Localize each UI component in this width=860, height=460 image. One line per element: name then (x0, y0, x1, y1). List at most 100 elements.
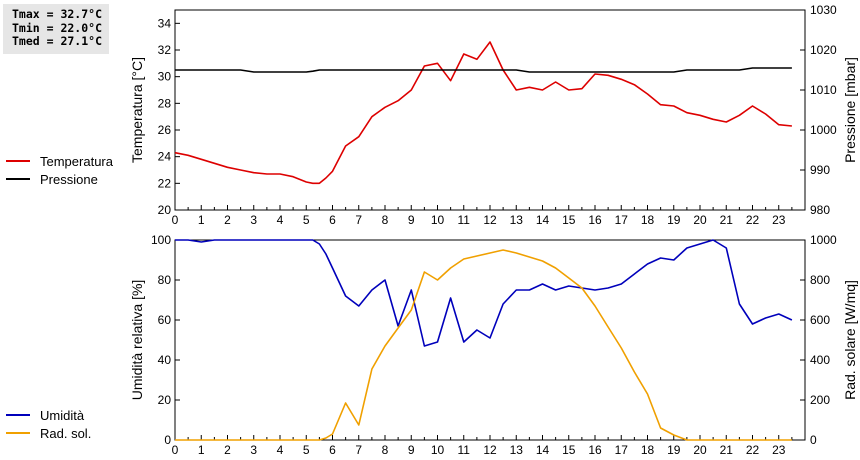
bottom-x-tick-label: 10 (431, 443, 445, 457)
top-x-tick-label: 17 (615, 213, 629, 227)
bottom-y-axis-title: Umidità relativa [%] (129, 280, 145, 401)
bottom-x-tick-label: 15 (562, 443, 576, 457)
top-plot-frame (174, 9, 806, 211)
top-x-tick-label: 19 (667, 213, 681, 227)
bottom-x-tick-label: 21 (720, 443, 734, 457)
bottom-y-tick-label: 100 (151, 233, 171, 247)
bottom-y2-axis-title: Rad. solare [W/mq] (842, 280, 858, 400)
bottom-y2-tick-label: 800 (810, 273, 830, 287)
bottom-y2-tick-label: 1000 (810, 233, 837, 247)
bottom-y2-tick-label: 200 (810, 393, 830, 407)
bottom-x-tick-label: 23 (772, 443, 786, 457)
legend-label-humidity: Umidità (40, 407, 85, 423)
top-y-axis-title: Temperatura [°C] (129, 57, 145, 163)
bottom-x-tick-label: 18 (641, 443, 655, 457)
top-x-tick-label: 9 (408, 213, 415, 227)
top-x-tick-label: 7 (355, 213, 362, 227)
top-x-tick-label: 4 (277, 213, 284, 227)
legend-swatch-temperature (6, 160, 30, 162)
top-y2-tick-label: 980 (810, 203, 830, 217)
bottom-x-tick-label: 9 (408, 443, 415, 457)
top-y2-axis-title: Pressione [mbar] (842, 57, 858, 163)
top-y-tick-label: 22 (158, 176, 172, 190)
bottom-x-tick-label: 14 (536, 443, 550, 457)
top-y2-tick-label: 1030 (810, 3, 837, 17)
top-y2-tick-label: 1020 (810, 43, 837, 57)
top-x-tick-label: 0 (172, 213, 179, 227)
legend-label-radiation: Rad. sol. (40, 425, 92, 441)
top-x-tick-label: 23 (772, 213, 786, 227)
top-x-tick-label: 2 (224, 213, 231, 227)
top-y-tick-label: 20 (158, 203, 172, 217)
top-x-tick-label: 18 (641, 213, 655, 227)
legend-item-temperature: Temperatura (6, 152, 113, 170)
bottom-x-tick-label: 16 (588, 443, 602, 457)
top-y-tick-label: 24 (158, 150, 172, 164)
bottom-x-tick-label: 12 (483, 443, 497, 457)
bottom-y2-tick-label: 400 (810, 353, 830, 367)
bottom-x-tick-label: 19 (667, 443, 681, 457)
bottom-chart-legend: Umidità Rad. sol. (6, 406, 91, 442)
top-x-tick-label: 15 (562, 213, 576, 227)
bottom-x-tick-label: 5 (303, 443, 310, 457)
top-y-tick-label: 28 (158, 96, 172, 110)
bottom-x-tick-label: 13 (510, 443, 524, 457)
legend-swatch-humidity (6, 414, 30, 416)
top-x-tick-label: 10 (431, 213, 445, 227)
top-y-tick-label: 30 (158, 70, 172, 84)
top-x-tick-label: 13 (510, 213, 524, 227)
bottom-y-tick-label: 20 (158, 393, 172, 407)
legend-item-humidity: Umidità (6, 406, 91, 424)
legend-item-pressure: Pressione (6, 170, 113, 188)
legend-label-temperature: Temperatura (40, 153, 113, 169)
bottom-x-tick-label: 8 (382, 443, 389, 457)
bottom-x-tick-label: 1 (198, 443, 205, 457)
top-x-tick-label: 5 (303, 213, 310, 227)
top-series-temperature-line (174, 41, 792, 185)
bottom-x-tick-label: 6 (329, 443, 336, 457)
top-chart-legend: Temperatura Pressione (6, 152, 113, 188)
top-x-tick-label: 14 (536, 213, 550, 227)
top-x-tick-label: 12 (483, 213, 497, 227)
top-x-tick-label: 8 (382, 213, 389, 227)
tmax-stat: Tmax = 32.7°C (12, 7, 103, 21)
top-x-tick-label: 20 (693, 213, 707, 227)
bottom-x-tick-label: 22 (746, 443, 760, 457)
legend-swatch-radiation (6, 432, 30, 434)
bottom-y-tick-label: 80 (158, 273, 172, 287)
bottom-x-tick-label: 2 (224, 443, 231, 457)
bottom-y-tick-label: 60 (158, 313, 172, 327)
top-x-tick-label: 6 (329, 213, 336, 227)
top-y2-tick-label: 1000 (810, 123, 837, 137)
top-y2-tick-label: 990 (810, 163, 830, 177)
bottom-series-humidity-line (175, 239, 793, 347)
bottom-x-tick-label: 7 (355, 443, 362, 457)
bottom-x-tick-label: 0 (172, 443, 179, 457)
legend-swatch-pressure (6, 178, 30, 180)
top-x-tick-label: 22 (746, 213, 760, 227)
legend-label-pressure: Pressione (40, 171, 98, 187)
stats-box: Tmax = 32.7°C Tmin = 22.0°C Tmed = 27.1°… (3, 4, 109, 54)
bottom-x-tick-label: 4 (277, 443, 284, 457)
top-x-tick-label: 16 (588, 213, 602, 227)
tmed-stat: Tmed = 27.1°C (12, 34, 103, 48)
bottom-series-radiation-line (175, 249, 792, 441)
bottom-x-tick-label: 17 (615, 443, 629, 457)
top-y2-tick-label: 1010 (810, 83, 837, 97)
tmin-stat: Tmin = 22.0°C (12, 20, 103, 35)
bottom-y2-tick-label: 0 (810, 433, 817, 447)
top-x-tick-label: 21 (720, 213, 734, 227)
bottom-y2-tick-label: 600 (810, 313, 830, 327)
bottom-plot-frame (174, 239, 806, 441)
top-x-tick-label: 11 (458, 213, 471, 227)
legend-item-radiation: Rad. sol. (6, 424, 91, 442)
top-y-tick-label: 34 (158, 16, 172, 30)
bottom-x-tick-label: 3 (250, 443, 257, 457)
top-x-tick-label: 1 (198, 213, 205, 227)
bottom-y-tick-label: 0 (164, 433, 171, 447)
bottom-y-tick-label: 40 (158, 353, 172, 367)
bottom-x-tick-label: 11 (458, 443, 471, 457)
top-y-tick-label: 26 (158, 123, 172, 137)
top-series-pressure-line (175, 67, 792, 73)
